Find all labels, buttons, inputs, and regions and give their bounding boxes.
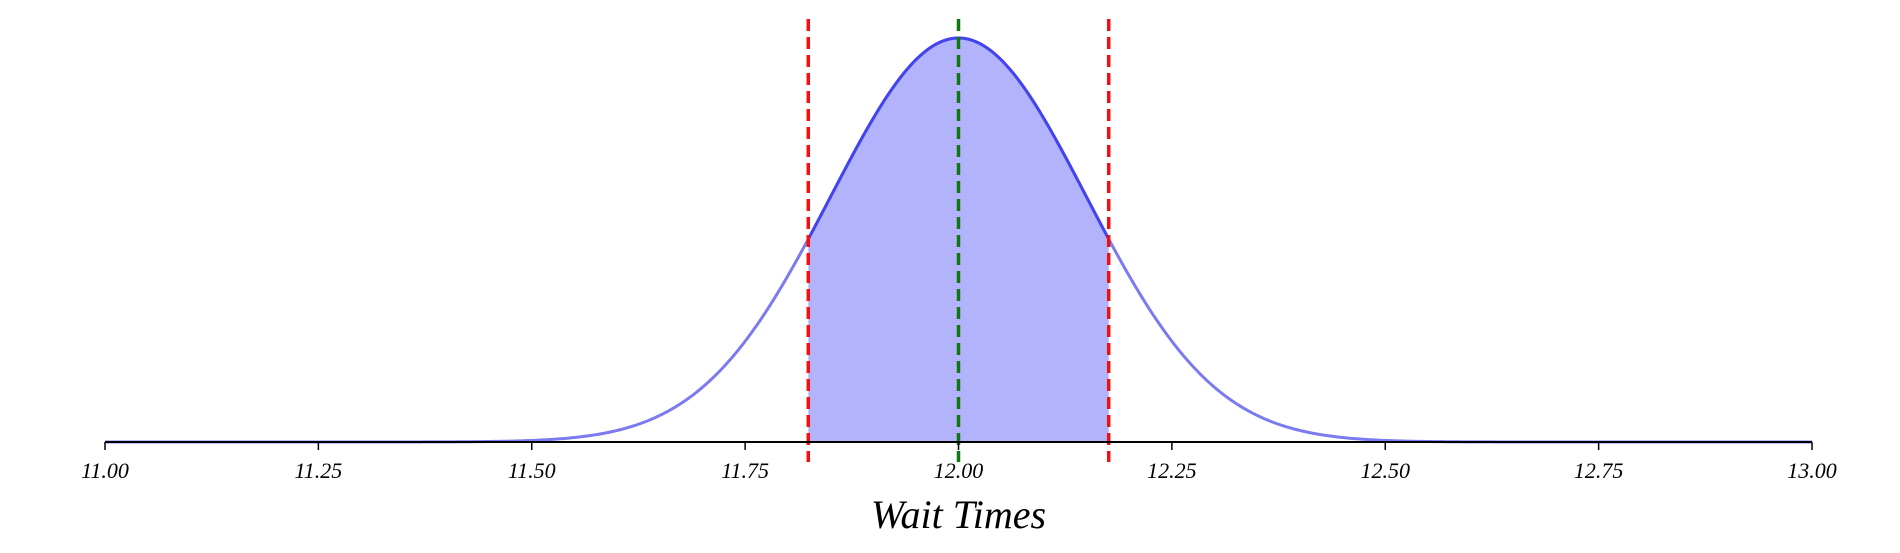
x-tick-label: 11.75 [721,458,769,483]
x-tick-label: 12.50 [1361,458,1411,483]
x-tick-label: 11.25 [294,458,342,483]
x-axis: 11.00 11.25 11.50 11.75 12.00 12.25 12.50 12.75… [81,441,1837,483]
x-tick-label: 12.25 [1147,458,1197,483]
plot-area [105,19,1812,462]
x-tick-label: 11.50 [508,458,556,483]
x-tick-label: 12.00 [934,458,984,483]
x-tick-label: 11.00 [81,458,129,483]
x-tick-label: 13.00 [1787,458,1837,483]
x-tick-label: 12.75 [1574,458,1624,483]
x-axis-title: Wait Times [871,492,1046,537]
